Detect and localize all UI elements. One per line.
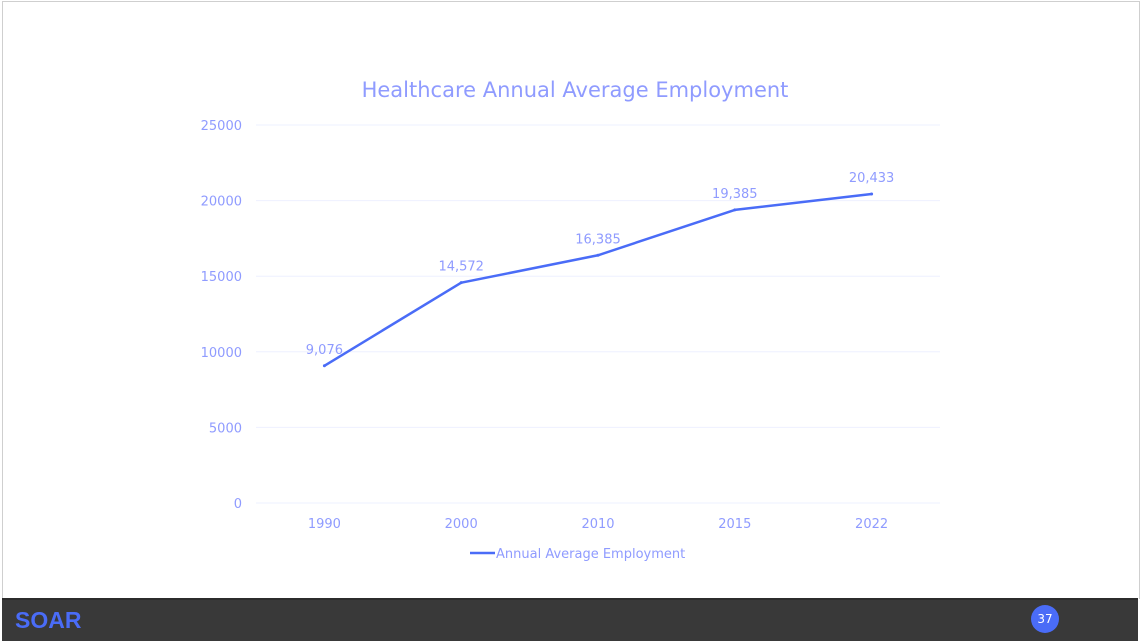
y-tick-label: 0 [234, 497, 242, 512]
x-tick-label: 2015 [718, 517, 751, 532]
x-tick-label: 2000 [445, 517, 478, 532]
data-label: 19,385 [712, 187, 758, 202]
footer-bar: SOAR 37 [2, 598, 1138, 641]
x-tick-label: 2022 [855, 517, 888, 532]
page-number-badge: 37 [1031, 605, 1059, 633]
y-tick-label: 25000 [201, 119, 242, 134]
chart-title: Healthcare Annual Average Employment [361, 78, 789, 102]
data-point [459, 281, 463, 285]
series-line [323, 192, 872, 367]
data-point [870, 192, 874, 196]
soar-logo: SOAR [15, 607, 82, 633]
y-tick-label: 10000 [201, 346, 242, 361]
line-chart: 0 5000 10000 15000 20000 25000 1990 2000 2010 201… [201, 119, 940, 562]
y-tick-label: 5000 [209, 421, 242, 436]
data-label: 20,433 [849, 171, 895, 186]
data-label: 9,076 [306, 343, 343, 358]
data-label: 14,572 [438, 260, 484, 275]
data-point [733, 208, 737, 212]
y-tick-label: 20000 [201, 195, 242, 210]
x-tick-label: 1990 [308, 517, 341, 532]
x-tick-label: 2010 [581, 517, 614, 532]
data-point [596, 253, 600, 257]
data-point [322, 364, 326, 368]
legend-label: Annual Average Employment [496, 547, 685, 562]
data-label: 16,385 [575, 232, 621, 247]
y-tick-label: 15000 [201, 270, 242, 285]
slide [2, 1, 1140, 599]
